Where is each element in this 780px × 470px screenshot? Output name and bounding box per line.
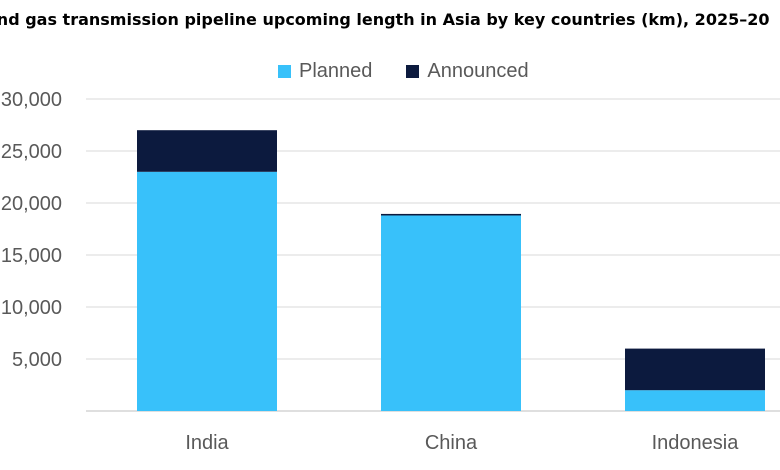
bar-planned-indonesia (625, 390, 765, 411)
x-tick-label-india: India (185, 432, 229, 454)
legend-item-announced: Announced (406, 60, 529, 83)
legend-item-planned: Planned (278, 60, 372, 83)
y-tick-label-15000: 15,000 (1, 245, 62, 267)
legend-swatch-announced (406, 65, 420, 78)
legend-swatch-planned (278, 65, 291, 78)
chart-title: and gas transmission pipeline upcoming l… (0, 10, 770, 29)
bar-announced-indonesia (625, 348, 765, 391)
bar-planned-china (381, 215, 521, 411)
bar-planned-india (137, 171, 277, 411)
y-tick-label-25000: 25,000 (1, 141, 62, 163)
y-tick-label-20000: 20,000 (1, 193, 62, 215)
bar-announced-china (381, 213, 521, 216)
x-tick-label-indonesia: Indonesia (652, 432, 740, 454)
legend-label-planned: Planned (299, 60, 373, 82)
legend: Planned Announced (278, 60, 563, 83)
y-tick-label-10000: 10,000 (1, 297, 62, 319)
y-tick-label-30000: 30,000 (1, 89, 62, 111)
bar-announced-india (137, 130, 277, 172)
x-tick-label-china: China (425, 432, 478, 454)
y-tick-label-5000: 5,000 (12, 349, 62, 371)
legend-label-announced: Announced (427, 60, 529, 82)
